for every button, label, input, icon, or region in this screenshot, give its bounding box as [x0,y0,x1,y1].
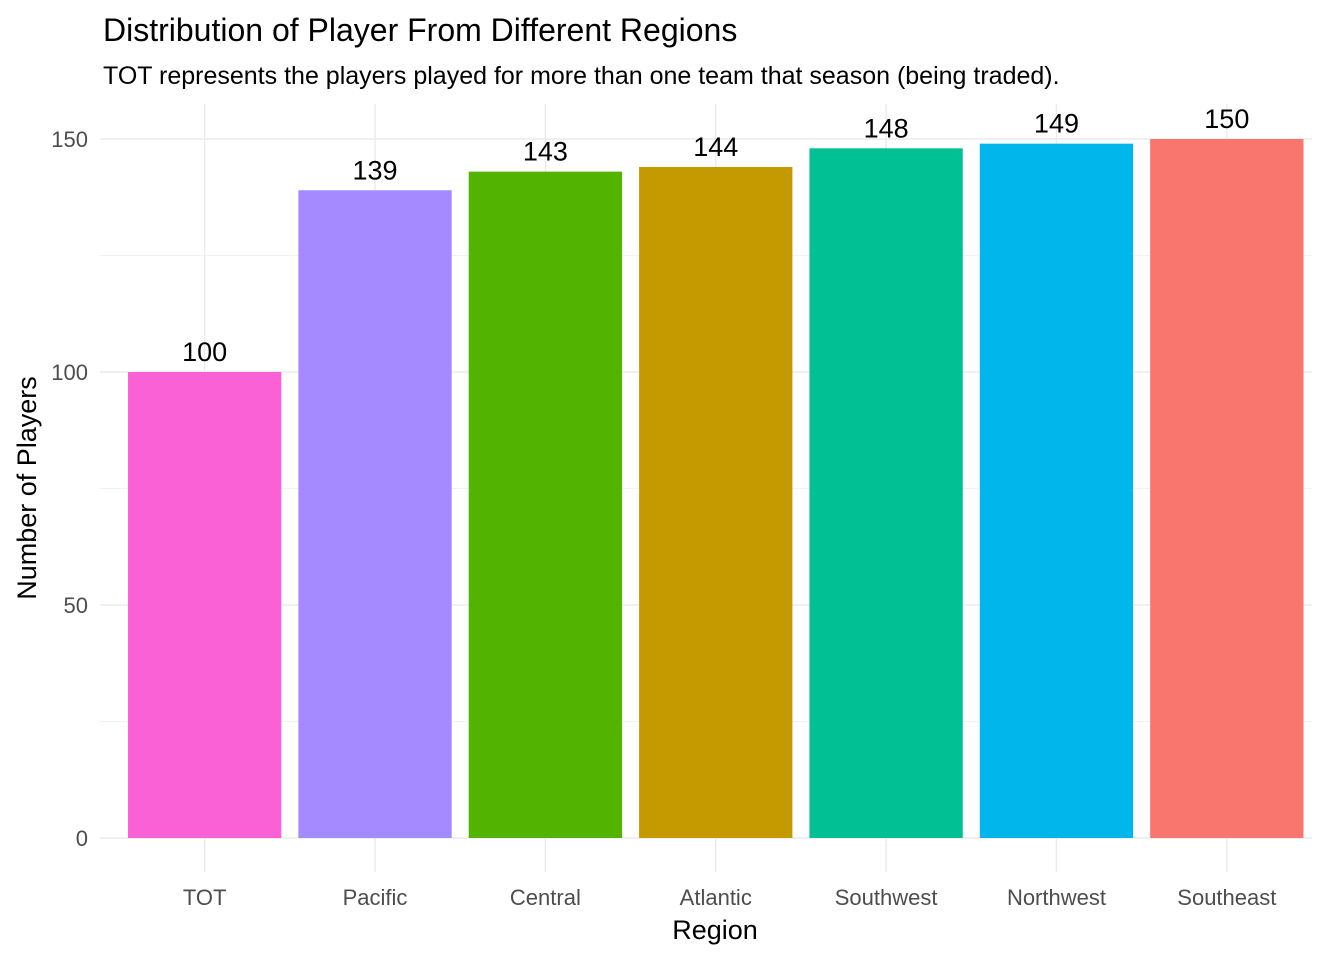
bar-southwest [809,148,963,838]
y-tick-label: 150 [51,127,88,152]
y-tick-label: 0 [76,826,88,851]
bar-atlantic [639,166,793,838]
data-label-pacific: 139 [353,155,398,185]
x-tick-label: Atlantic [680,885,752,910]
bar-central [468,171,623,838]
data-label-southeast: 150 [1204,104,1249,134]
x-tick-label: Southwest [835,885,938,910]
y-tick-label: 50 [64,593,88,618]
x-tick-label: Central [510,885,581,910]
y-axis-title: Number of Players [12,376,42,600]
data-labels: 100 139 143 144 148 149 150 [182,104,1249,367]
x-tick-label: Pacific [343,885,408,910]
x-axis-title: Region [672,915,758,945]
bar-tot [128,372,282,838]
chart-subtitle: TOT represents the players played for mo… [103,62,1060,90]
chart-title: Distribution of Player From Different Re… [103,12,737,48]
data-label-tot: 100 [182,337,227,367]
bars [128,139,1304,838]
bar-southeast [1150,139,1304,838]
x-tick-label: Southeast [1177,885,1276,910]
x-axis-ticks: TOT Pacific Central Atlantic Southwest Northw… [183,885,1276,910]
x-tick-label: Northwest [1007,885,1106,910]
y-tick-label: 100 [51,360,88,385]
y-axis-ticks: 0 50 100 150 [51,127,88,851]
data-label-northwest: 149 [1034,109,1079,139]
x-tick-label: TOT [183,885,227,910]
data-label-atlantic: 144 [693,132,738,162]
data-label-southwest: 148 [864,113,909,143]
bar-pacific [298,190,452,838]
data-label-central: 143 [523,137,568,167]
bar-northwest [979,143,1134,838]
